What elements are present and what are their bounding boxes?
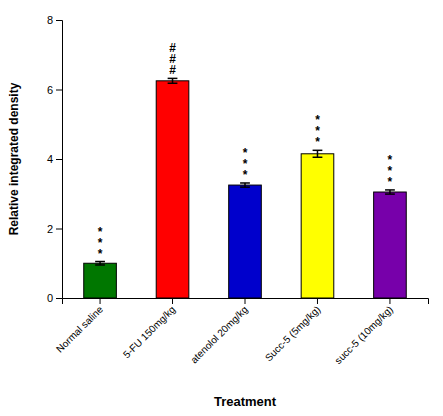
significance-label: *** bbox=[98, 225, 103, 261]
y-tick: 6 bbox=[47, 84, 62, 96]
bar bbox=[374, 192, 407, 298]
significance-label: ### bbox=[169, 41, 176, 77]
error-bar bbox=[240, 183, 250, 187]
bar bbox=[156, 81, 189, 298]
chart-container: 0 2 4 6 8 Normal saline 5-FU 150mg/kgatenolol … bbox=[0, 0, 443, 416]
error-bar-cap bbox=[240, 182, 250, 184]
significance-line: * bbox=[243, 168, 248, 182]
y-tick: 0 bbox=[47, 292, 62, 304]
significance-label: *** bbox=[388, 153, 393, 189]
bar bbox=[84, 263, 117, 298]
y-axis: 0 2 4 6 8 bbox=[47, 14, 63, 304]
chart-svg: 0 2 4 6 8 Normal saline 5-FU 150mg/kgatenolol … bbox=[0, 0, 443, 416]
x-tick-label: Succ-5 (5mg/kg) bbox=[263, 304, 323, 364]
y-tick-mark bbox=[56, 90, 62, 91]
bar bbox=[301, 154, 334, 298]
axis-line bbox=[63, 299, 429, 305]
error-bar bbox=[168, 78, 178, 83]
x-axis: Normal saline 5-FU 150mg/kgatenolol 20mg/… bbox=[54, 298, 429, 366]
y-tick: 2 bbox=[47, 223, 62, 235]
error-bar bbox=[313, 150, 323, 157]
x-tick-label: Normal saline bbox=[54, 303, 105, 354]
plot-area: 0 2 4 6 8 Normal saline 5-FU 150mg/kgatenolol … bbox=[7, 14, 429, 409]
axis-line bbox=[56, 21, 63, 299]
y-axis-title: Relative integrated density bbox=[7, 82, 21, 235]
y-tick-label: 8 bbox=[47, 14, 53, 26]
y-tick-mark bbox=[56, 229, 62, 230]
y-tick-label: 6 bbox=[47, 84, 53, 96]
y-tick: 4 bbox=[47, 153, 62, 165]
error-bar-cap bbox=[313, 150, 323, 152]
y-tick-mark bbox=[56, 20, 62, 21]
x-tick-mark bbox=[389, 298, 390, 304]
error-bar-cap bbox=[385, 189, 395, 191]
x-tick-mark bbox=[317, 298, 318, 304]
y-tick-label: 2 bbox=[47, 223, 53, 235]
x-tick: Succ-5 (5mg/kg) bbox=[263, 298, 323, 363]
y-tick-mark bbox=[56, 159, 62, 160]
error-bar-cap bbox=[95, 264, 105, 266]
error-bar bbox=[95, 262, 105, 265]
error-bar-cap bbox=[313, 157, 323, 159]
error-bar-stem bbox=[317, 150, 319, 157]
significance-line: * bbox=[315, 135, 320, 149]
error-bar-cap bbox=[168, 82, 178, 84]
error-bar-cap bbox=[168, 78, 178, 80]
y-tick-mark bbox=[56, 298, 62, 299]
x-tick: succ-5 (10mg/kg) bbox=[332, 298, 394, 366]
significance-line: # bbox=[169, 63, 176, 77]
x-axis-title: Treatment bbox=[214, 394, 277, 409]
marks bbox=[84, 78, 407, 298]
x-tick-label: atenolol 20mg/kg bbox=[188, 304, 250, 366]
y-tick-label: 4 bbox=[47, 153, 53, 165]
x-tick: atenolol 20mg/kg bbox=[188, 298, 250, 365]
x-tick: Normal saline bbox=[54, 298, 105, 355]
significance-line: * bbox=[388, 175, 393, 189]
error-bar-cap bbox=[385, 193, 395, 195]
y-tick-label: 0 bbox=[47, 292, 53, 304]
x-tick-mark bbox=[100, 298, 101, 304]
x-tick-mark bbox=[245, 298, 246, 304]
significance-label: *** bbox=[315, 113, 320, 149]
x-tick: 5-FU 150mg/kg bbox=[121, 298, 178, 360]
significance-line: * bbox=[98, 247, 103, 261]
error-bar bbox=[385, 190, 395, 194]
bar bbox=[229, 185, 262, 298]
x-tick-label: 5-FU 150mg/kg bbox=[121, 304, 178, 361]
y-tick: 8 bbox=[47, 14, 62, 26]
error-bar-cap bbox=[240, 186, 250, 188]
x-tick-mark bbox=[172, 298, 173, 304]
error-bar-cap bbox=[95, 261, 105, 263]
annotations: ***###********* bbox=[98, 41, 393, 260]
significance-label: *** bbox=[243, 146, 248, 182]
x-tick-label: succ-5 (10mg/kg) bbox=[332, 304, 394, 366]
